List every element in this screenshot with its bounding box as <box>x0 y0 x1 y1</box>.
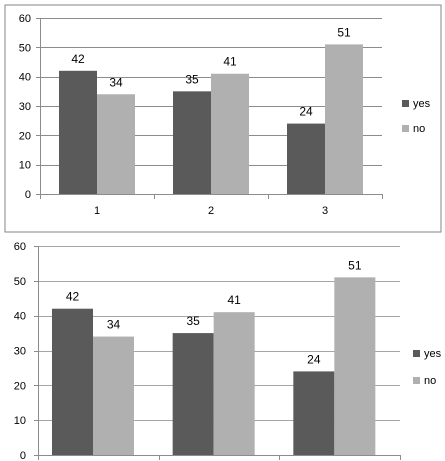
x-tick-label: 2 <box>208 205 214 217</box>
bar-no-2 <box>211 73 249 194</box>
data-label: 41 <box>223 55 237 69</box>
y-tick-label: 20 <box>14 380 26 392</box>
bar-yes-3 <box>293 371 335 455</box>
y-tick-label: 40 <box>19 72 31 84</box>
bar-yes-1 <box>52 308 93 455</box>
y-tick-label: 10 <box>19 160 31 172</box>
y-tick-label: 10 <box>14 415 26 427</box>
y-tick-label: 0 <box>20 450 26 461</box>
legend-swatch-yes <box>402 100 409 107</box>
bar-no-1 <box>93 336 134 455</box>
data-label: 41 <box>227 293 241 307</box>
x-tick-label: 1 <box>94 205 100 217</box>
data-label: 42 <box>66 290 80 304</box>
y-tick-label: 50 <box>19 42 31 54</box>
data-label: 34 <box>107 318 121 332</box>
data-label: 24 <box>307 352 321 366</box>
bar-yes-1 <box>59 70 97 194</box>
chart-1: 0 10 20 30 40 50 60 42 34 1 35 41 2 24 51 3 yes no <box>4 4 442 233</box>
y-tick-label: 40 <box>14 311 26 323</box>
data-label: 24 <box>299 105 313 119</box>
y-tick-label: 0 <box>25 189 31 201</box>
y-tick-label: 50 <box>14 276 26 288</box>
data-label: 34 <box>109 75 123 89</box>
chart-2: 0 10 20 30 40 50 60 42 34 35 41 24 51 yes no <box>14 241 442 461</box>
x-tick-label: 3 <box>322 205 328 217</box>
legend: yes no <box>413 348 442 387</box>
legend-swatch-no <box>402 125 409 132</box>
legend-label: no <box>413 123 425 135</box>
data-label: 35 <box>185 72 199 86</box>
y-tick-label: 20 <box>19 130 31 142</box>
bar-yes-3 <box>287 123 325 194</box>
data-label: 35 <box>186 314 200 328</box>
legend-label: no <box>424 375 436 387</box>
legend-label: yes <box>424 348 442 360</box>
bar-no-1 <box>97 94 135 194</box>
bar-no-2 <box>213 312 255 455</box>
legend: yes no <box>402 98 431 135</box>
y-tick-label: 60 <box>19 13 31 25</box>
data-label: 51 <box>337 25 351 39</box>
y-tick-label: 60 <box>14 241 26 253</box>
bar-no-3 <box>325 44 363 195</box>
y-tick-label: 30 <box>14 346 26 358</box>
data-label: 51 <box>348 258 362 272</box>
data-label: 42 <box>71 52 85 66</box>
y-tick-label: 30 <box>19 101 31 113</box>
bar-yes-2 <box>172 333 214 455</box>
bar-no-3 <box>334 277 376 455</box>
legend-swatch-no <box>413 377 420 384</box>
bar-yes-2 <box>173 91 211 194</box>
legend-swatch-yes <box>413 350 420 357</box>
legend-label: yes <box>413 98 431 110</box>
